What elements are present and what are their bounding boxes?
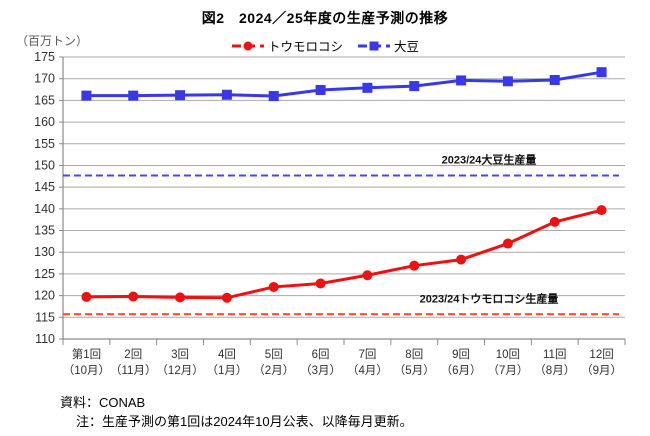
soybean-data-point — [549, 74, 560, 85]
x-tick-label-round: 2回 — [124, 348, 142, 361]
y-tick-label: 145 — [34, 180, 55, 194]
x-tick-label-month: （8月） — [534, 364, 575, 377]
x-tick-label-month: （7月） — [487, 364, 528, 377]
reference-line-label: 2023/24トウモロコシ生産量 — [420, 291, 559, 305]
legend-label: トウモロコシ — [267, 40, 343, 54]
corn-data-point — [409, 260, 420, 271]
corn-data-point — [221, 292, 232, 303]
y-tick-label: 155 — [34, 137, 55, 151]
x-tick-label-month: （1月） — [206, 364, 247, 377]
corn-data-point — [549, 216, 560, 227]
x-tick-label-round: 4回 — [218, 348, 236, 361]
y-tick-label: 135 — [34, 224, 55, 238]
x-tick-label-month: （3月） — [300, 364, 341, 377]
corn-data-point — [456, 254, 467, 265]
corn-data-point — [362, 270, 373, 281]
x-tick-label-month: （11月） — [110, 364, 156, 377]
legend-item-corn: トウモロコシ — [231, 36, 343, 55]
y-axis-unit-label: （百万トン） — [16, 34, 89, 48]
soybean-data-point — [409, 81, 420, 92]
x-tick-label-round: 11回 — [543, 348, 566, 361]
soybean-series-line — [86, 70, 602, 98]
corn-data-point — [315, 278, 326, 289]
corn-data-point — [502, 238, 513, 249]
x-tick-label-month: （4月） — [347, 364, 388, 377]
x-tick-label-round: 5回 — [265, 348, 283, 361]
soybean-data-point — [81, 90, 92, 101]
soybean-data-point — [175, 90, 186, 101]
y-tick-label: 170 — [34, 72, 55, 86]
corn-legend-marker-icon — [231, 41, 264, 50]
x-tick-label-round: 7回 — [358, 348, 376, 361]
y-tick-label: 120 — [34, 289, 55, 303]
x-tick-label-month: （6月） — [441, 364, 482, 377]
soybean-data-point — [315, 84, 326, 95]
reference-line-label: 2023/24大豆生産量 — [442, 152, 537, 166]
soybean-data-point — [596, 67, 607, 78]
x-tick-label-round: 9回 — [452, 348, 470, 361]
y-tick-label: 165 — [34, 93, 55, 107]
corn-data-point — [596, 205, 607, 216]
y-tick-label: 175 — [34, 50, 55, 64]
chart-title: 図2 2024／25年度の生産予測の推移 — [201, 10, 449, 26]
soybean-data-point — [221, 89, 232, 100]
footer-source: 資料：CONAB — [60, 395, 146, 410]
soybean-data-point — [502, 76, 513, 87]
soybean-data-point — [362, 82, 373, 93]
y-tick-label: 160 — [34, 115, 55, 129]
y-tick-label: 140 — [34, 202, 55, 216]
corn-data-point — [175, 292, 186, 303]
x-tick-label-round: 第1回 — [72, 347, 101, 361]
y-tick-label: 130 — [34, 245, 55, 259]
footer-note: 注：生産予測の第1回は2024年10月公表、以降毎月更新。 — [76, 414, 413, 429]
soybean-legend-marker-icon — [358, 41, 390, 50]
chart-legend: トウモロコシ 大豆 — [0, 36, 650, 55]
x-tick-label-month: （2月） — [253, 364, 294, 377]
x-tick-label-round: 6回 — [312, 348, 330, 361]
soybean-data-point — [268, 91, 279, 102]
y-tick-label: 125 — [34, 267, 55, 281]
legend-item-soybean: 大豆 — [357, 36, 419, 55]
soybean-data-point — [456, 75, 467, 86]
x-tick-label-round: 8回 — [405, 348, 423, 361]
y-tick-label: 115 — [35, 310, 55, 324]
corn-data-point — [128, 291, 139, 302]
y-tick-label: 110 — [35, 332, 55, 346]
x-tick-label-month: （12月） — [156, 364, 203, 377]
x-tick-label-round: 3回 — [171, 348, 189, 361]
x-tick-label-round: 10回 — [496, 348, 520, 361]
soybean-data-point — [128, 90, 139, 101]
corn-series-line — [86, 208, 602, 300]
x-tick-label-month: （10月） — [63, 364, 110, 377]
x-tick-label-month: （5月） — [394, 364, 435, 377]
x-tick-label-month: （9月） — [581, 364, 622, 377]
x-tick-label-round: 12回 — [589, 348, 613, 361]
legend-label: 大豆 — [394, 40, 420, 54]
corn-data-point — [268, 281, 279, 292]
corn-data-point — [81, 291, 92, 302]
y-tick-label: 150 — [34, 158, 55, 172]
